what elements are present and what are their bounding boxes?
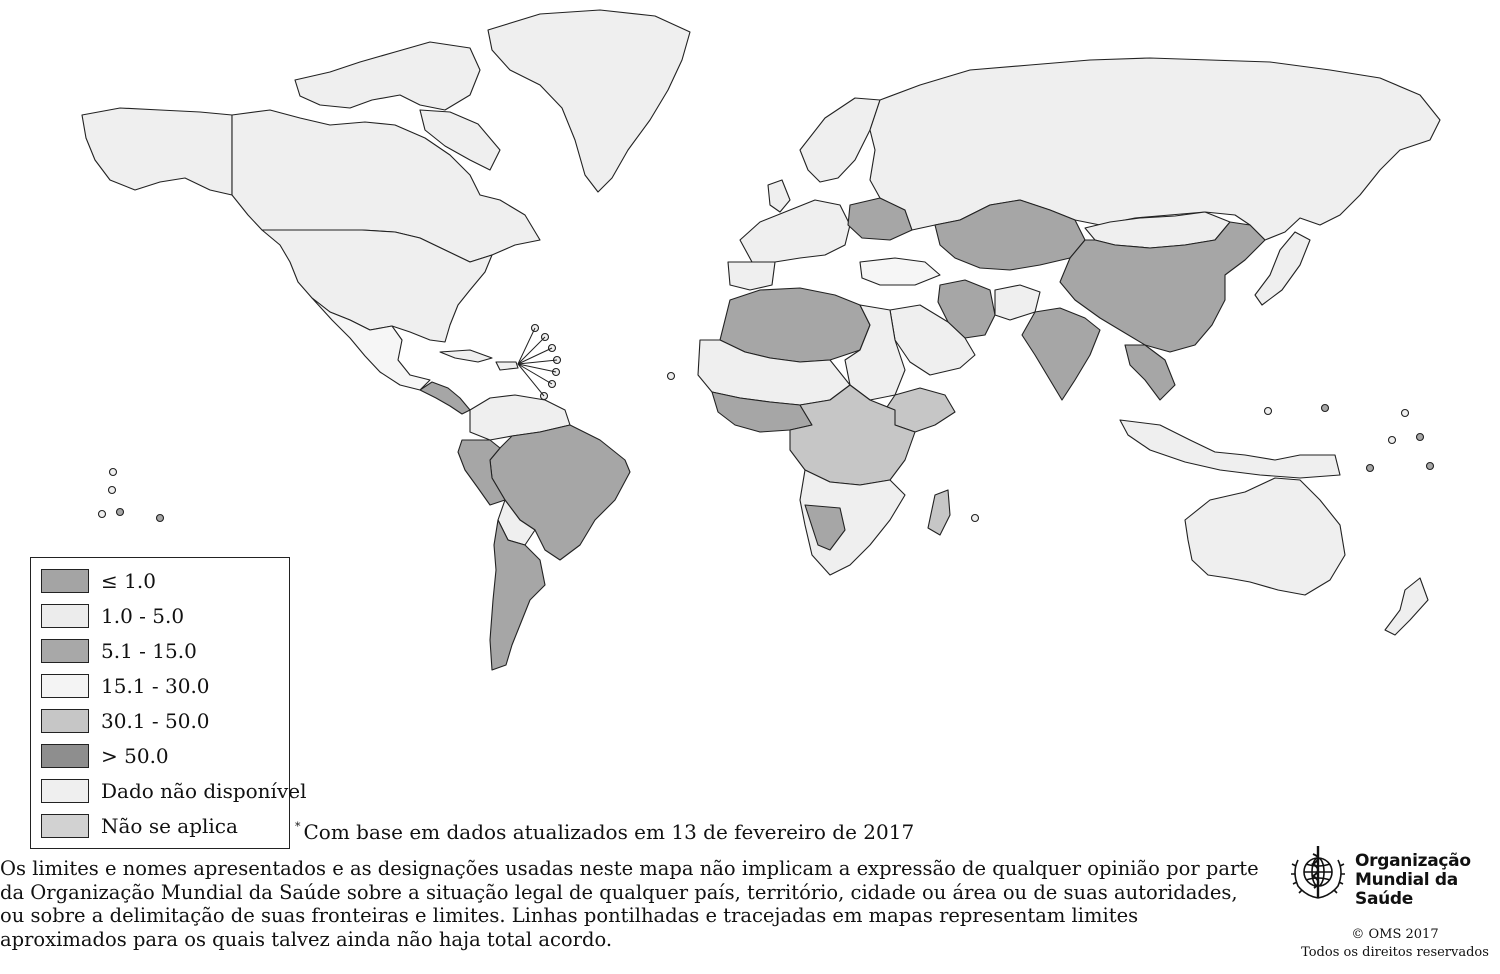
pacific-island-10 [1415, 432, 1425, 442]
scandinavia-region [799, 97, 881, 183]
pacific-island-7 [1320, 403, 1330, 413]
uk-region [767, 179, 791, 213]
legend-swatch [41, 779, 89, 803]
pacific-island-11 [1365, 463, 1375, 473]
footnote: * Com base em dados atualizados em 13 de … [295, 820, 914, 844]
madagascar-region [927, 489, 951, 536]
indian-ocean-island [970, 513, 980, 523]
cuba-region [439, 349, 493, 363]
greenland-region [487, 9, 691, 193]
pacific-island-2 [107, 485, 117, 495]
legend-label: 15.1 - 30.0 [101, 674, 210, 698]
legend-swatch [41, 709, 89, 733]
organization-name: Organização Mundial da Saúde [1355, 852, 1500, 909]
legend-label: 1.0 - 5.0 [101, 604, 185, 628]
world-map [81, 9, 1441, 671]
legend-item: 1.0 - 5.0 [41, 603, 184, 629]
pacific-island-4 [115, 507, 125, 517]
organization-name-line1: Organização [1355, 851, 1471, 871]
map-legend: ≤ 1.0 1.0 - 5.0 5.1 - 15.0 15.1 - 30.0 3… [30, 557, 306, 849]
usa-region [261, 229, 493, 343]
legend-swatch [41, 639, 89, 663]
arctic-islands-region [294, 41, 481, 111]
legend-item: ≤ 1.0 [41, 568, 156, 594]
pacific-island-8 [1400, 408, 1410, 418]
pacific-island-5 [155, 513, 165, 523]
iran-region [937, 279, 996, 339]
hispaniola-region [495, 361, 519, 371]
legend-swatch [41, 569, 89, 593]
copyright-line2: Todos os direitos reservados [1301, 945, 1489, 960]
legend-item: 30.1 - 50.0 [41, 708, 210, 734]
russia-region [869, 57, 1441, 241]
pacific-island-12 [1425, 461, 1435, 471]
legend-label: ≤ 1.0 [101, 569, 156, 593]
copyright-line1: © OMS 2017 [1351, 927, 1439, 942]
legend-item: Não se aplica [41, 813, 238, 839]
legend-label: 30.1 - 50.0 [101, 709, 210, 733]
legend-item: > 50.0 [41, 743, 169, 769]
western-europe-region [739, 199, 851, 263]
pacific-island-6 [1263, 406, 1273, 416]
turkey-region [859, 257, 941, 286]
legend-swatch [41, 744, 89, 768]
pacific-island-1 [108, 467, 118, 477]
alaska-region [81, 107, 233, 196]
who-emblem-icon [1291, 846, 1345, 899]
arabia-region [889, 304, 976, 376]
footnote-text: Com base em dados atualizados em 13 de f… [303, 820, 915, 844]
legend-swatch [41, 674, 89, 698]
copyright: © OMS 2017 Todos os direitos reservados [1295, 926, 1495, 962]
legend-swatch [41, 604, 89, 628]
india-region [1021, 307, 1101, 401]
legend-item: Dado não disponível [41, 778, 306, 804]
legend-label: > 50.0 [101, 744, 169, 768]
pacific-island-3 [97, 509, 107, 519]
central-africa-region [789, 384, 916, 486]
disclaimer-text: Os limites e nomes apresentados e as des… [0, 857, 1259, 951]
argentina-chile-region [489, 519, 546, 671]
mexico-region [311, 297, 431, 391]
legend-label: Não se aplica [101, 814, 238, 838]
china-region [1059, 221, 1266, 353]
legend-label: Dado não disponível [101, 779, 307, 803]
legend-swatch [41, 814, 89, 838]
indonesia-region [1119, 419, 1341, 479]
legend-item: 5.1 - 15.0 [41, 638, 197, 664]
namibia-region [804, 504, 846, 551]
organization-name-line2: Mundial da Saúde [1355, 870, 1458, 909]
pacific-island-9 [1387, 435, 1397, 445]
indochina-region [1124, 344, 1176, 401]
iberia-region [727, 261, 776, 291]
legend-item: 15.1 - 30.0 [41, 673, 210, 699]
atlantic-island [666, 371, 676, 381]
footnote-marker: * [295, 820, 301, 833]
legend-label: 5.1 - 15.0 [101, 639, 197, 663]
new-zealand-region [1384, 577, 1429, 636]
japan-region [1254, 231, 1311, 306]
australia-region [1184, 477, 1346, 596]
baffin-region [419, 109, 501, 171]
central-america-region [419, 381, 471, 415]
